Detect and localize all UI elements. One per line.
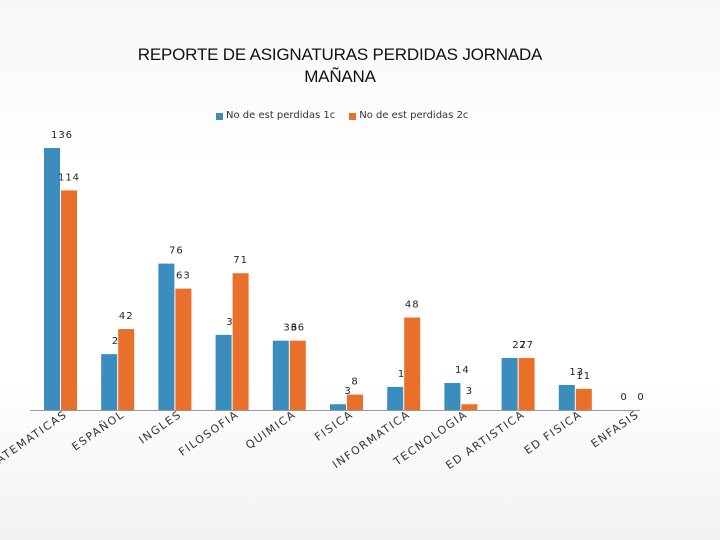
legend-item-series2: No de est perdidas 2c bbox=[349, 110, 468, 121]
category-label-3: FILOSOFIA bbox=[176, 408, 241, 459]
legend-swatch-series1 bbox=[216, 113, 223, 120]
bar-1-1 bbox=[101, 354, 118, 410]
category-label-2: INGLES bbox=[136, 408, 184, 447]
bar-1-4 bbox=[272, 340, 289, 410]
bar-1-2 bbox=[158, 263, 175, 410]
bar-1-3 bbox=[215, 334, 232, 410]
category-label-5: FISICA bbox=[312, 408, 356, 444]
legend-swatch-series2 bbox=[349, 113, 357, 120]
bar-2-8 bbox=[518, 357, 535, 410]
data-label-2-8: 27 bbox=[519, 340, 534, 351]
data-label-2-6: 48 bbox=[405, 300, 420, 311]
data-label-1-5: 3 bbox=[344, 386, 351, 397]
legend-label-series1: No de est perdidas 1c bbox=[226, 110, 336, 121]
category-label-4: QUIMICA bbox=[243, 408, 298, 452]
bar-1-6 bbox=[387, 386, 404, 410]
data-label-2-1: 42 bbox=[119, 311, 134, 322]
data-label-2-10: 0 bbox=[637, 392, 644, 403]
bar-2-7 bbox=[461, 404, 478, 410]
data-label-2-3: 71 bbox=[233, 255, 248, 266]
bar-2-9 bbox=[575, 388, 592, 410]
bar-2-6 bbox=[404, 317, 421, 410]
category-label-1: ESPAÑOL bbox=[70, 408, 127, 454]
data-label-1-7: 14 bbox=[455, 365, 470, 376]
data-label-2-5: 8 bbox=[351, 377, 358, 388]
bar-2-0 bbox=[61, 190, 77, 410]
data-label-2-4: 36 bbox=[290, 323, 305, 334]
data-label-2-7: 3 bbox=[466, 386, 473, 397]
data-label-1-2: 76 bbox=[169, 246, 184, 257]
legend: No de est perdidas 1c No de est perdidas… bbox=[216, 110, 468, 121]
bar-2-5 bbox=[347, 394, 363, 410]
category-label-9: ED FISICA bbox=[522, 408, 585, 457]
category-label-0: MATEMATICAS bbox=[0, 408, 70, 473]
data-label-2-0: 114 bbox=[58, 172, 80, 183]
data-label-2-9: 11 bbox=[576, 371, 591, 382]
chart-title: REPORTE DE ASIGNATURAS PERDIDAS JORNADA … bbox=[110, 44, 570, 88]
bar-1-0 bbox=[44, 148, 60, 410]
bar-1-9 bbox=[558, 384, 575, 410]
category-label-10: ENFASIS bbox=[589, 408, 642, 451]
chart-title-line2: MAÑANA bbox=[304, 67, 376, 86]
bar-2-2 bbox=[175, 288, 192, 410]
legend-item-series1: No de est perdidas 1c bbox=[216, 110, 335, 121]
data-label-2-2: 63 bbox=[176, 271, 191, 282]
data-label-1-8: 27 bbox=[512, 340, 527, 351]
bar-1-8 bbox=[501, 357, 518, 410]
data-label-1-10: 0 bbox=[620, 392, 627, 403]
bar-1-7 bbox=[444, 383, 461, 410]
legend-label-series2: No de est perdidas 2c bbox=[359, 110, 469, 121]
bar-2-4 bbox=[289, 340, 306, 410]
bar-1-5 bbox=[330, 404, 346, 410]
chart-title-line1: REPORTE DE ASIGNATURAS PERDIDAS JORNADA bbox=[137, 45, 543, 64]
data-label-1-4: 36 bbox=[283, 323, 298, 334]
bar-2-3 bbox=[232, 273, 249, 410]
data-label-1-0: 136 bbox=[51, 130, 73, 141]
data-label-1-9: 13 bbox=[569, 367, 584, 378]
bar-2-1 bbox=[118, 329, 135, 410]
